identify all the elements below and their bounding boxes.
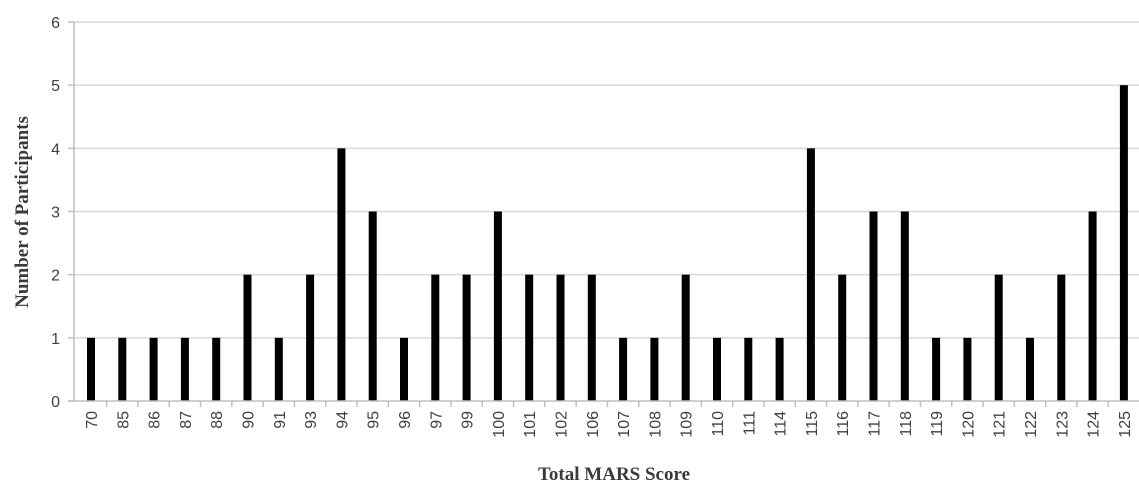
bar-121 <box>994 274 1003 401</box>
x-tick-label: 118 <box>898 411 915 437</box>
x-tick-label: 87 <box>178 411 195 429</box>
bar-95 <box>368 211 377 401</box>
x-tick-label: 106 <box>585 411 602 438</box>
x-tick-label: 101 <box>522 411 539 438</box>
x-tick-label: 88 <box>209 411 226 429</box>
y-tick-label: 6 <box>51 15 60 32</box>
bar-109 <box>681 274 690 401</box>
bar-108 <box>650 337 659 401</box>
x-tick-label: 99 <box>460 411 477 429</box>
x-tick-label: 91 <box>272 411 289 429</box>
y-tick-labels: 0 1 2 3 4 5 6 <box>51 15 60 411</box>
x-tick-label: 95 <box>366 411 383 429</box>
bar-115 <box>806 148 815 401</box>
bar-116 <box>838 274 847 401</box>
x-tick-label: 115 <box>804 411 821 437</box>
bar-110 <box>713 337 721 401</box>
x-axis-title: Total MARS Score <box>538 464 690 485</box>
bar-97 <box>431 274 440 401</box>
y-tick-label: 5 <box>51 78 60 95</box>
x-tick-label: 124 <box>1086 411 1103 438</box>
axes <box>68 21 1139 407</box>
y-tick-label: 1 <box>51 331 60 348</box>
x-tick-label: 85 <box>115 411 132 429</box>
bar-125 <box>1119 85 1128 402</box>
x-tick-label: 107 <box>616 411 633 438</box>
x-tick-label: 110 <box>710 411 727 437</box>
bar-101 <box>525 274 534 401</box>
x-tick-label: 93 <box>303 411 320 429</box>
bar-111 <box>744 337 753 401</box>
y-axis-title: Number of Participants <box>12 116 33 308</box>
bar-122 <box>1026 337 1034 401</box>
x-tick-label: 90 <box>241 411 258 429</box>
bar-124 <box>1088 211 1097 401</box>
x-tick-label: 100 <box>491 411 508 438</box>
bar-96 <box>400 337 408 401</box>
x-tick-label: 94 <box>334 411 351 429</box>
x-tick-label: 102 <box>554 411 571 438</box>
bar-119 <box>932 337 941 401</box>
bar-70 <box>87 337 95 401</box>
bar-91 <box>274 337 283 401</box>
x-tick-label: 121 <box>992 411 1009 438</box>
bar-93 <box>306 274 315 401</box>
x-tick-label: 96 <box>397 411 414 429</box>
x-tick-label: 86 <box>147 411 164 429</box>
x-tick-label: 97 <box>428 411 445 429</box>
x-tick-label: 114 <box>773 411 790 437</box>
x-tick-label: 116 <box>835 411 852 437</box>
x-tick-label: 70 <box>84 411 101 429</box>
bar-87 <box>180 337 189 401</box>
bar-86 <box>149 337 158 401</box>
bar-114 <box>775 337 784 401</box>
grid-lines <box>74 21 1139 339</box>
x-tick-label: 122 <box>1023 411 1040 438</box>
x-tick-labels: 70 85 86 87 88 90 91 93 94 95 96 97 99 100 101 102 106 10… <box>84 411 1134 438</box>
bar-118 <box>900 211 909 401</box>
x-tick-label: 125 <box>1117 411 1134 438</box>
bar-90 <box>243 274 252 401</box>
bar-120 <box>963 337 972 401</box>
bar-99 <box>462 274 471 401</box>
bar-123 <box>1057 274 1066 401</box>
bar-106 <box>587 274 596 401</box>
x-tick-label: 111 <box>741 411 758 435</box>
bar-94 <box>337 148 346 401</box>
bar-107 <box>619 337 628 401</box>
x-tick-label: 109 <box>679 411 696 438</box>
y-tick-label: 4 <box>51 141 60 158</box>
bar-85 <box>118 337 127 401</box>
x-tick-label: 120 <box>960 411 977 438</box>
x-tick-label: 123 <box>1054 411 1071 438</box>
bar-88 <box>212 337 221 401</box>
x-tick-label: 119 <box>929 411 946 437</box>
bar-117 <box>869 211 878 401</box>
y-tick-label: 2 <box>51 268 60 285</box>
bar-102 <box>556 274 565 401</box>
y-tick-label: 3 <box>51 205 60 222</box>
x-tick-label: 117 <box>867 411 884 437</box>
bar-100 <box>493 211 502 401</box>
x-tick-label: 108 <box>647 411 664 438</box>
y-tick-label: 0 <box>51 394 60 411</box>
bars <box>87 85 1128 402</box>
